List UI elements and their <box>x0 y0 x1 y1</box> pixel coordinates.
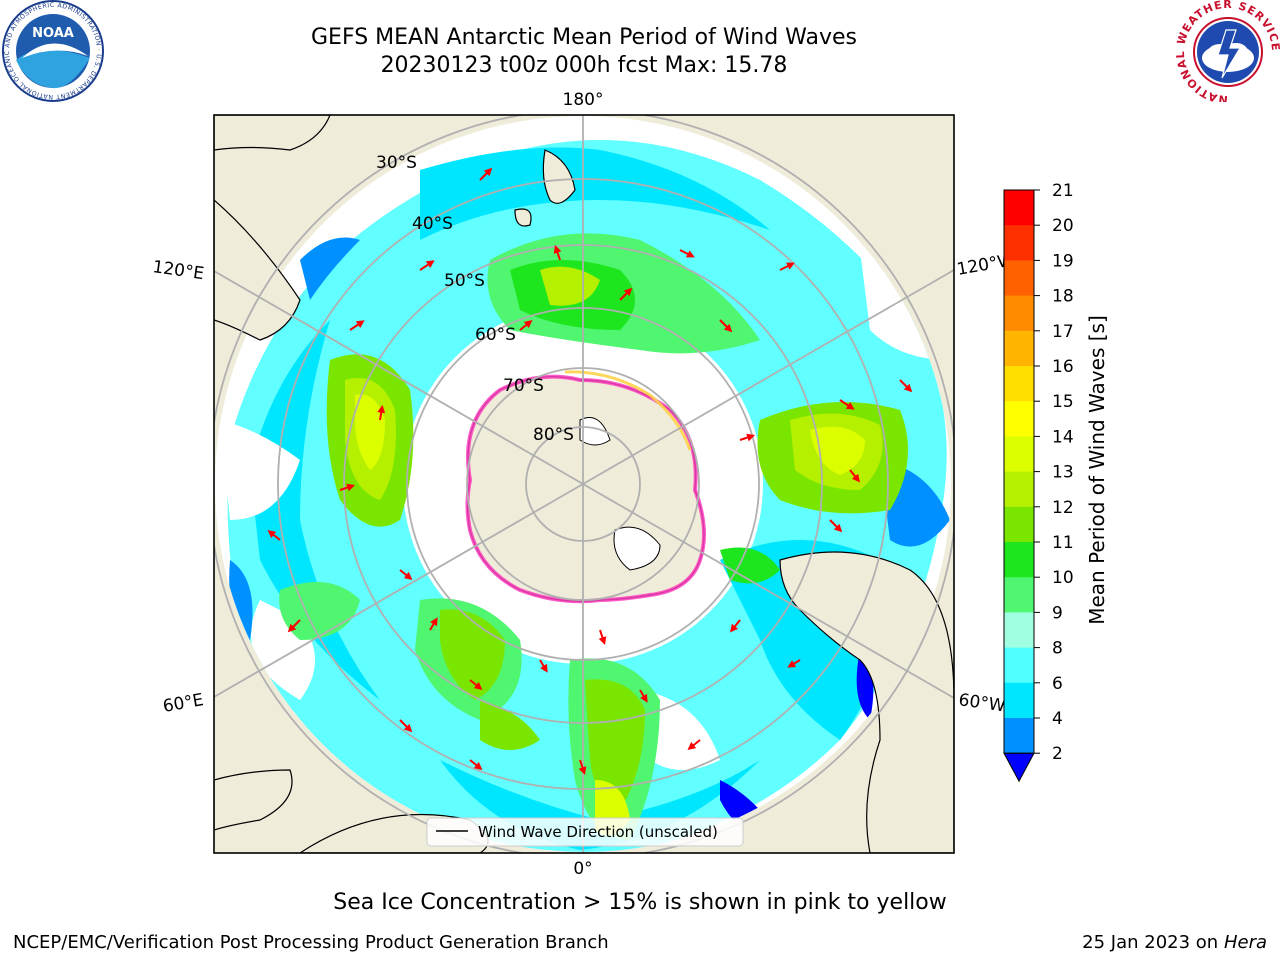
nws-logo-icon: NATIONAL WEATHER SERVICE <box>1176 0 1280 102</box>
lat-label-70s: 70°S <box>503 376 544 396</box>
colorbar-segment <box>1004 682 1034 719</box>
colorbar-tick-label: 11 <box>1052 533 1074 553</box>
sea-ice-note: Sea Ice Concentration > 15% is shown in … <box>333 890 947 915</box>
wave-arrow <box>719 319 733 333</box>
wave-arrow <box>730 619 741 633</box>
wave-arrow <box>469 759 483 770</box>
land-south-america <box>779 551 954 853</box>
lat-label-30s: 30°S <box>376 153 417 173</box>
lon-label-0: 0° <box>573 859 592 879</box>
colorbar-tick-label: 21 <box>1052 181 1074 201</box>
title-line-1: GEFS MEAN Antarctic Mean Period of Wind … <box>311 25 857 50</box>
colorbar-segment <box>1004 260 1034 297</box>
wave-arrow <box>539 659 548 673</box>
wave-arrow <box>399 719 413 733</box>
lat-label-60s: 60°S <box>475 325 516 345</box>
colorbar-segment <box>1004 401 1034 437</box>
colorbar-segment <box>1004 718 1034 754</box>
wave-arrow <box>377 404 386 421</box>
wave-arrow <box>619 287 633 301</box>
colorbar-extend-arrow <box>1003 752 1035 783</box>
colorbar-tick-label: 9 <box>1052 603 1063 623</box>
lon-label-60w: 60°W <box>957 690 1006 716</box>
map-legend: Wind Wave Direction (unscaled) <box>426 817 744 847</box>
wave-arrow <box>598 629 607 646</box>
colorbar-tick-label: 2 <box>1052 744 1063 764</box>
colorbar-segment <box>1004 366 1034 402</box>
colorbar-tick-label: 10 <box>1052 568 1074 588</box>
land-australia-nz <box>214 115 331 151</box>
footer-date-text: 25 Jan 2023 on <box>1082 932 1224 953</box>
title-line-2: 20230123 t00z 000h fcst Max: 15.78 <box>380 53 788 78</box>
sea-ice-edge <box>465 374 706 604</box>
wave-arrow <box>399 569 413 580</box>
lat-label-80s: 80°S <box>533 425 574 445</box>
colorbar-label: Mean Period of Wind Waves [s] <box>1085 315 1109 625</box>
chart-title: GEFS MEAN Antarctic Mean Period of Wind … <box>0 24 1168 80</box>
wave-arrow <box>779 262 795 271</box>
wave-arrow <box>349 320 365 331</box>
wave-arrow <box>479 167 493 181</box>
colorbar-tick-label: 12 <box>1052 498 1074 518</box>
colorbar-segment <box>1004 612 1034 649</box>
colorbar-segment <box>1004 330 1034 367</box>
colorbar-tick-label: 20 <box>1052 216 1074 236</box>
lon-label-60e: 60°E <box>161 690 205 717</box>
colorbar-segment <box>1004 436 1034 473</box>
wave-arrow <box>339 483 356 492</box>
wave-arrow <box>267 530 281 541</box>
wave-arrow <box>739 433 756 442</box>
lon-label-180: 180° <box>563 90 604 110</box>
colorbar-segment <box>1004 506 1034 543</box>
colorbar-segment <box>1004 295 1034 332</box>
wave-arrow <box>578 759 587 776</box>
colorbar-tick-label: 18 <box>1052 287 1074 307</box>
noaa-logo-text: NOAA <box>32 26 74 41</box>
wave-arrow <box>519 320 533 331</box>
wave-arrow <box>829 519 843 533</box>
wave-arrow <box>787 659 801 668</box>
colorbar-tick-label: 14 <box>1052 427 1074 447</box>
colorbar-tick-label: 17 <box>1052 322 1074 342</box>
wave-arrow <box>679 249 695 258</box>
colorbar-tick-label: 16 <box>1052 357 1074 377</box>
wave-arrow <box>687 739 701 750</box>
colorbar-segment <box>1004 225 1034 261</box>
graticule <box>214 115 954 853</box>
wave-arrow <box>639 689 648 703</box>
colorbar-tick-label: 8 <box>1052 639 1063 659</box>
wave-arrow <box>419 260 435 271</box>
colorbar-tick-label: 6 <box>1052 674 1063 694</box>
colorbar-tick-label: 4 <box>1052 709 1063 729</box>
lat-label-50s: 50°S <box>444 271 485 291</box>
colorbar-segment <box>1004 190 1034 226</box>
colorbar-tick-label: 19 <box>1052 251 1074 271</box>
lat-label-40s: 40°S <box>412 214 453 234</box>
noaa-logo-icon: NOAA NATIONAL OCEANIC AND ATMOSPHERIC AD… <box>0 0 104 102</box>
footer-date: 25 Jan 2023 on Hera <box>1082 932 1267 953</box>
wave-arrow <box>849 469 860 483</box>
colorbar-tick-label: 13 <box>1052 463 1074 483</box>
wave-arrow <box>899 379 913 393</box>
colorbar-segment <box>1004 471 1034 508</box>
colorbar-segment <box>1004 577 1034 613</box>
map-frame <box>213 114 955 854</box>
wind-wave-direction-arrows <box>267 167 913 776</box>
wave-arrow <box>839 399 855 410</box>
legend-label: Wind Wave Direction (unscaled) <box>478 823 718 841</box>
wave-arrow <box>469 679 483 690</box>
colorbar-segment <box>1004 647 1034 684</box>
lon-label-120e: 120°E <box>151 257 205 284</box>
colorbar: 21 20 19 18 17 16 15 14 13 12 11 10 9 8 6 4 2 <box>1003 181 1074 783</box>
colorbar-segment <box>1004 542 1034 578</box>
wave-arrow <box>287 619 301 633</box>
colorbar-tick-label: 15 <box>1052 392 1074 412</box>
footer-producer: NCEP/EMC/Verification Post Processing Pr… <box>13 932 609 953</box>
wave-arrow <box>429 617 438 631</box>
footer-machine: Hera <box>1223 932 1267 953</box>
wave-arrow <box>553 244 562 261</box>
